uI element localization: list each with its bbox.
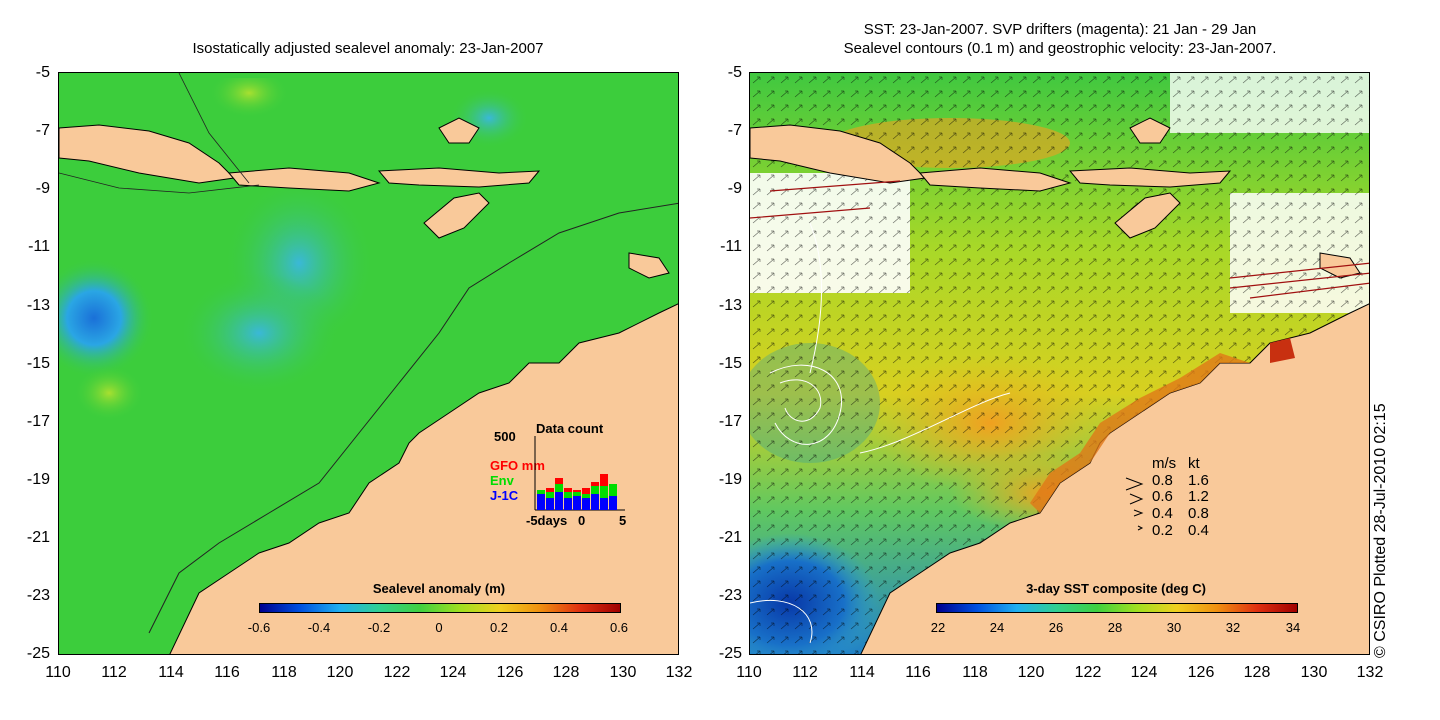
sst-colorbar-tick: 28 [1107,620,1123,635]
lat-tick: -21 [718,529,742,546]
lon-tick: 124 [1130,664,1158,681]
lat-tick: -17 [718,413,742,430]
velocity-legend-arrows [1125,477,1144,531]
sealevel-colorbar-gradient [259,603,621,613]
lon-tick: 112 [792,664,818,681]
sealevel-colorbar-tick: -0.4 [307,620,331,635]
lon-tick: 120 [326,664,354,681]
sealevel-map-graphic [59,73,678,654]
sst-colorbar-tick: 26 [1048,620,1064,635]
velocity-legend-kt-value: 0.8 [1188,505,1209,522]
sealevel-anomaly-map [58,72,679,655]
sst-colorbar-tick: 30 [1166,620,1182,635]
lon-tick: 130 [1300,664,1328,681]
lon-tick: 124 [439,664,467,681]
lon-tick: 128 [552,664,580,681]
velocity-legend-kt-value: 0.4 [1188,522,1209,539]
lon-tick: 122 [1074,664,1102,681]
lat-tick: -11 [28,238,50,255]
lon-tick: 116 [214,664,240,681]
lon-tick: 126 [1187,664,1215,681]
lon-tick: 118 [271,664,297,681]
histogram-xlabel-start: -5days [526,513,568,528]
lon-tick: 126 [496,664,524,681]
sst-colorbar-tick: 24 [989,620,1005,635]
lat-tick: -13 [26,297,50,314]
lon-tick: 118 [962,664,988,681]
sst-colorbar-tick: 32 [1225,620,1241,635]
velocity-legend-ms-value: 0.6 [1152,488,1173,505]
velocity-legend-kt-value: 1.6 [1188,472,1209,489]
velocity-legend-header-kt: kt [1188,455,1200,472]
lat-tick: -17 [26,413,50,430]
sst-colorbar-gradient [936,603,1298,613]
sealevel-colorbar-tick: 0.4 [549,620,569,635]
lat-tick: -7 [727,122,742,139]
histogram-ymax-label: 500 [494,429,516,444]
histogram-series-env: Env [490,473,514,488]
lon-tick: 110 [45,664,71,681]
right-map-title-line1: SST: 23-Jan-2007. SVP drifters (magenta)… [863,21,1257,38]
sealevel-colorbar-tick: 0 [435,620,443,635]
lat-tick: -23 [26,587,50,604]
sealevel-colorbar-tick: -0.6 [247,620,271,635]
lat-tick: -13 [718,297,742,314]
lon-tick: 114 [158,664,184,681]
histogram-series-gfo: GFO mm [490,458,545,473]
velocity-legend-ms-value: 0.4 [1152,505,1173,522]
histogram-xlabel-end: 5 [619,513,627,528]
lat-tick: -7 [35,122,50,139]
lat-tick: -25 [718,645,742,662]
lon-tick: 120 [1017,664,1045,681]
sealevel-colorbar-tick: 0.2 [489,620,509,635]
lon-tick: 132 [665,664,693,681]
lon-tick: 114 [849,664,875,681]
sst-colorbar-title: 3-day SST composite (deg C) [1026,581,1206,596]
lat-tick: -23 [718,587,742,604]
lon-tick: 112 [101,664,127,681]
lat-tick: -5 [727,64,742,81]
lon-tick: 110 [736,664,762,681]
histogram-series-j1c: J-1C [490,488,519,503]
sealevel-colorbar-tick: 0.6 [609,620,629,635]
lon-tick: 130 [609,664,637,681]
lat-tick: -11 [720,238,742,255]
lon-tick: 132 [1356,664,1384,681]
lon-tick: 128 [1243,664,1271,681]
sst-map-graphic [750,73,1369,654]
plot-credit: © CSIRO Plotted 28-Jul-2010 02:15 [1372,403,1389,658]
velocity-legend-ms-value: 0.2 [1152,522,1173,539]
histogram-title: Data count [536,421,604,436]
sst-colorbar-tick: 34 [1285,620,1301,635]
lat-tick: -21 [26,529,50,546]
histogram-xlabel-zero: 0 [578,513,586,528]
right-map-title-line2: Sealevel contours (0.1 m) and geostrophi… [843,40,1277,57]
lat-tick: -19 [718,471,742,488]
lon-tick: 116 [905,664,931,681]
velocity-legend-kt-value: 1.2 [1188,488,1209,505]
left-map-title: Isostatically adjusted sealevel anomaly:… [192,40,544,57]
lat-tick: -19 [26,471,50,488]
lat-tick: -9 [727,180,742,197]
lat-tick: -15 [718,355,742,372]
sst-colorbar-tick: 22 [930,620,946,635]
velocity-legend-ms-value: 0.8 [1152,472,1173,489]
lat-tick: -15 [26,355,50,372]
velocity-legend-header-ms: m/s [1152,455,1177,472]
sealevel-colorbar-tick: -0.2 [367,620,391,635]
histogram-bars [534,436,625,511]
lat-tick: -9 [35,180,50,197]
sst-map [749,72,1370,655]
lat-tick: -5 [35,64,50,81]
sealevel-colorbar-title: Sealevel anomaly (m) [372,581,506,596]
lon-tick: 122 [383,664,411,681]
lat-tick: -25 [26,645,50,662]
